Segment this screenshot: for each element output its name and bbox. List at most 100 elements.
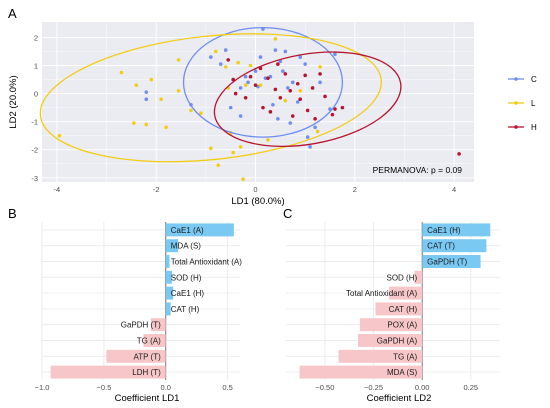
x-tick-label: 0.5 [222,383,232,392]
point-H [340,105,345,110]
point-L [144,122,149,127]
point-L [318,65,322,69]
x-tick-label: -2 [153,185,160,194]
point-L [134,83,139,87]
point-C [308,145,312,149]
point-H [273,87,278,92]
x-tick-label: 4 [452,185,456,194]
point-C [313,125,317,130]
point-C [333,52,337,57]
point-H [323,94,327,99]
point-H [310,86,315,90]
x-tick-label: -4 [54,185,61,194]
bar-label: LDH (T) [132,368,161,377]
bar-label: CaE1 (A) [171,226,204,235]
point-H [330,112,335,117]
point-L [119,70,124,75]
x-tick-label: −0.50 [315,383,334,392]
x-tick-label: 0 [253,185,257,194]
coefficient-bar [165,302,171,316]
coefficient-bar [50,365,166,379]
legend-label-C: C [531,75,537,84]
bar-label: SOD (H) [171,273,202,282]
coefficient-bar [150,318,166,332]
point-H [243,95,248,100]
point-C [144,97,149,101]
coefficient-bar [422,239,487,253]
y-tick-label: 2 [34,33,38,42]
point-H [226,58,231,62]
legend-key-point-L [514,101,518,105]
x-tick-label: 0.25 [464,383,479,392]
coefficient-bar [422,223,491,237]
point-C [276,117,280,121]
point-C [273,48,278,52]
point-L [231,150,235,155]
coefficient-bar [165,270,172,284]
bar-label: MDA (S) [387,368,418,377]
point-C [253,69,258,73]
bar-label: Total Antioxidant (A) [171,258,242,267]
point-L [57,133,62,138]
points-layer [57,27,461,181]
lda-scatter-plot: -4 -2 0 2 4 -3 -2 -1 0 1 2 LD1 (80.0%) LD2 (20.0%) PE… [8,22,537,207]
coefficient-bar [375,302,423,316]
point-C [303,62,307,66]
x-axis-title: Coefficient LD1 [115,393,180,404]
panel-label-a: A [8,6,17,21]
coefficient-bar [389,286,423,300]
ellipse-C [182,26,344,138]
coefficient-bar [165,255,170,268]
coefficient-bar [106,349,166,363]
point-L [132,121,136,125]
x-axis-title: Coefficient LD2 [367,393,432,404]
point-L [199,111,203,116]
bar-label: SOD (H) [387,273,418,282]
bar-label: CaE1 (H) [427,226,461,235]
coefficient-bar [165,286,174,300]
point-C [278,59,283,64]
coefficient-bar [357,334,423,347]
point-L [241,177,245,181]
legend-label-H: H [531,123,537,132]
point-L [283,98,288,103]
x-tick-label: −0.5 [96,383,111,392]
point-H [295,81,300,86]
bar-label: TG (A) [137,337,161,346]
point-H [266,76,270,80]
point-C [218,62,223,66]
point-C [228,105,233,110]
y-tick-label: -3 [31,174,38,183]
point-H [283,72,288,76]
coefficient-bar [359,318,423,332]
point-C [290,80,295,85]
bar-label: POX (A) [387,321,417,330]
y-tick-label: -2 [31,146,38,155]
bar-label: ATP (T) [133,352,161,361]
point-C [223,48,228,52]
point-H [278,95,283,100]
point-H [268,110,273,114]
point-L [213,49,218,54]
ld1-coefficient-chart: CaE1 (A) MDA (S) Total Antioxidant (A) SOD … [35,222,242,404]
point-C [246,80,250,85]
point-H [258,66,263,71]
point-H [303,73,307,78]
bar-label: Total Antioxidant (A) [346,289,417,298]
point-H [276,62,280,66]
point-H [233,91,238,96]
coefficient-bar [414,270,423,284]
point-H [298,97,303,101]
x-axis-title: LD1 (80.0%) [231,196,284,207]
coefficient-bar [422,255,481,268]
point-L [238,145,243,149]
x-tick-label: 0.00 [415,383,430,392]
point-C [283,49,288,54]
legend-label-L: L [531,99,536,108]
point-H [290,114,295,118]
point-L [159,97,163,101]
point-H [318,72,322,76]
point-C [305,135,310,139]
point-H [313,117,317,121]
point-C [243,74,248,79]
